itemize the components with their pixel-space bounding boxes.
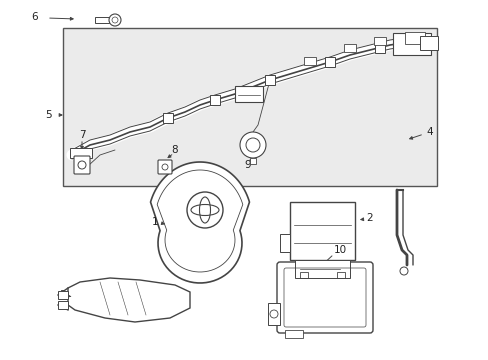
Text: 10: 10 xyxy=(333,245,346,255)
Bar xyxy=(70,148,92,158)
Bar xyxy=(343,44,355,52)
Bar xyxy=(392,33,430,55)
Circle shape xyxy=(240,132,265,158)
Polygon shape xyxy=(150,162,249,283)
FancyBboxPatch shape xyxy=(74,156,90,174)
Bar xyxy=(373,36,385,45)
Text: 4: 4 xyxy=(426,127,432,137)
Bar xyxy=(209,95,220,105)
Bar xyxy=(267,303,280,325)
FancyBboxPatch shape xyxy=(158,160,172,174)
Bar xyxy=(419,36,437,50)
Bar xyxy=(163,113,173,123)
Bar xyxy=(249,158,256,164)
Text: 8: 8 xyxy=(171,145,178,155)
Bar xyxy=(58,301,68,309)
Polygon shape xyxy=(68,278,190,322)
Circle shape xyxy=(109,14,121,26)
FancyBboxPatch shape xyxy=(276,262,372,333)
Bar xyxy=(325,57,334,67)
Bar xyxy=(299,272,307,278)
Bar xyxy=(289,202,354,260)
Bar xyxy=(95,17,109,23)
Bar xyxy=(285,330,303,338)
Bar xyxy=(58,291,68,299)
Text: 9: 9 xyxy=(244,160,251,170)
Text: 5: 5 xyxy=(44,110,51,120)
Bar xyxy=(63,28,436,186)
Bar xyxy=(280,234,289,252)
Bar xyxy=(374,42,384,53)
Bar xyxy=(404,32,424,44)
Bar xyxy=(235,86,263,102)
Bar xyxy=(264,75,274,85)
Text: 3: 3 xyxy=(59,290,65,300)
Text: 6: 6 xyxy=(32,12,38,22)
Bar xyxy=(304,57,315,65)
Bar xyxy=(336,272,345,278)
Text: 7: 7 xyxy=(79,130,85,140)
Text: 1: 1 xyxy=(151,217,158,227)
Bar xyxy=(294,260,349,278)
Text: 2: 2 xyxy=(366,213,372,223)
